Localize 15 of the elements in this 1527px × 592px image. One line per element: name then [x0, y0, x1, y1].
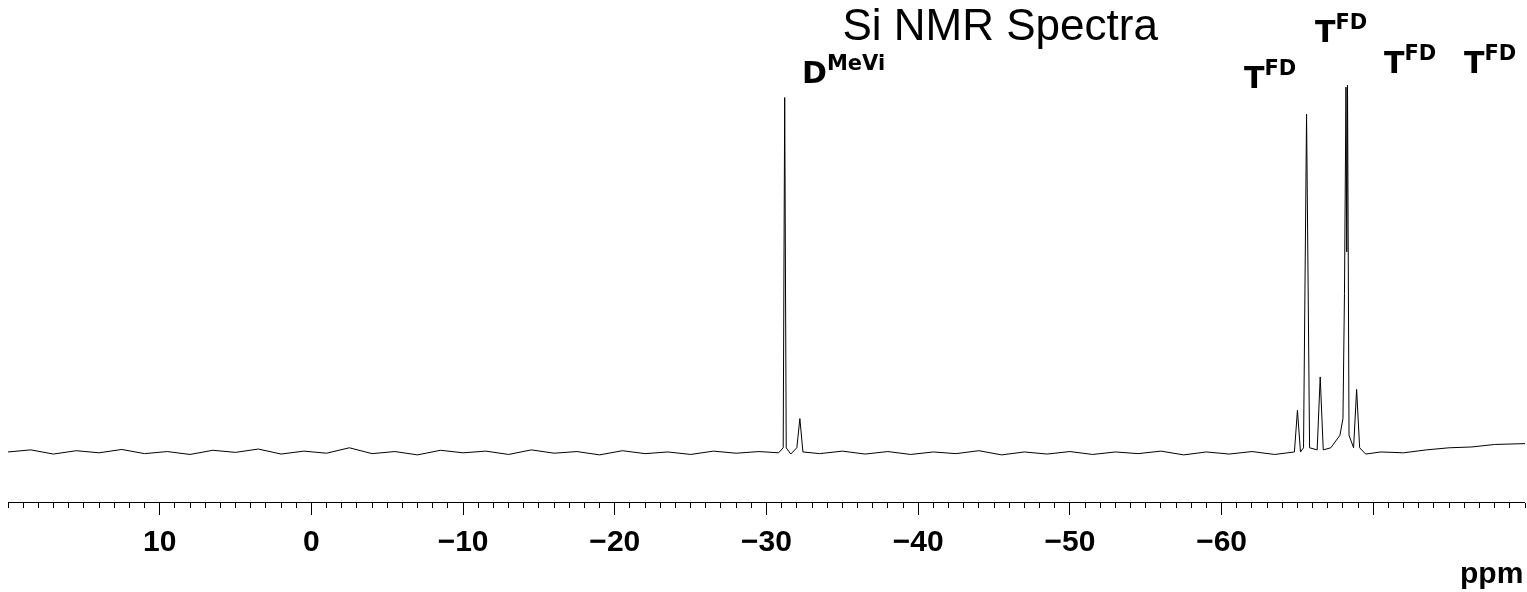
chart-title: Si NMR Spectra: [842, 0, 1159, 49]
x-tick-label: −60: [1196, 524, 1248, 557]
text: T$^{FD}$: [1315, 10, 1368, 49]
x-tick-label: 10: [143, 524, 177, 557]
x-tick-label: −40: [892, 524, 944, 557]
annotation: T$^{FD}$: [1244, 56, 1297, 95]
x-tick-label: 0: [303, 524, 320, 557]
x-tick-label: −30: [741, 524, 792, 557]
x-tick-label: −20: [589, 524, 641, 557]
annotation: D$^{MeVi}$: [802, 51, 886, 90]
x-axis-title: ppm: [1460, 556, 1524, 589]
text: T$^{FD}$: [1464, 41, 1517, 80]
text: T$^{FD}$: [1384, 41, 1437, 80]
x-tick-label: −50: [1044, 524, 1096, 557]
x-tick-label: −10: [437, 524, 489, 557]
